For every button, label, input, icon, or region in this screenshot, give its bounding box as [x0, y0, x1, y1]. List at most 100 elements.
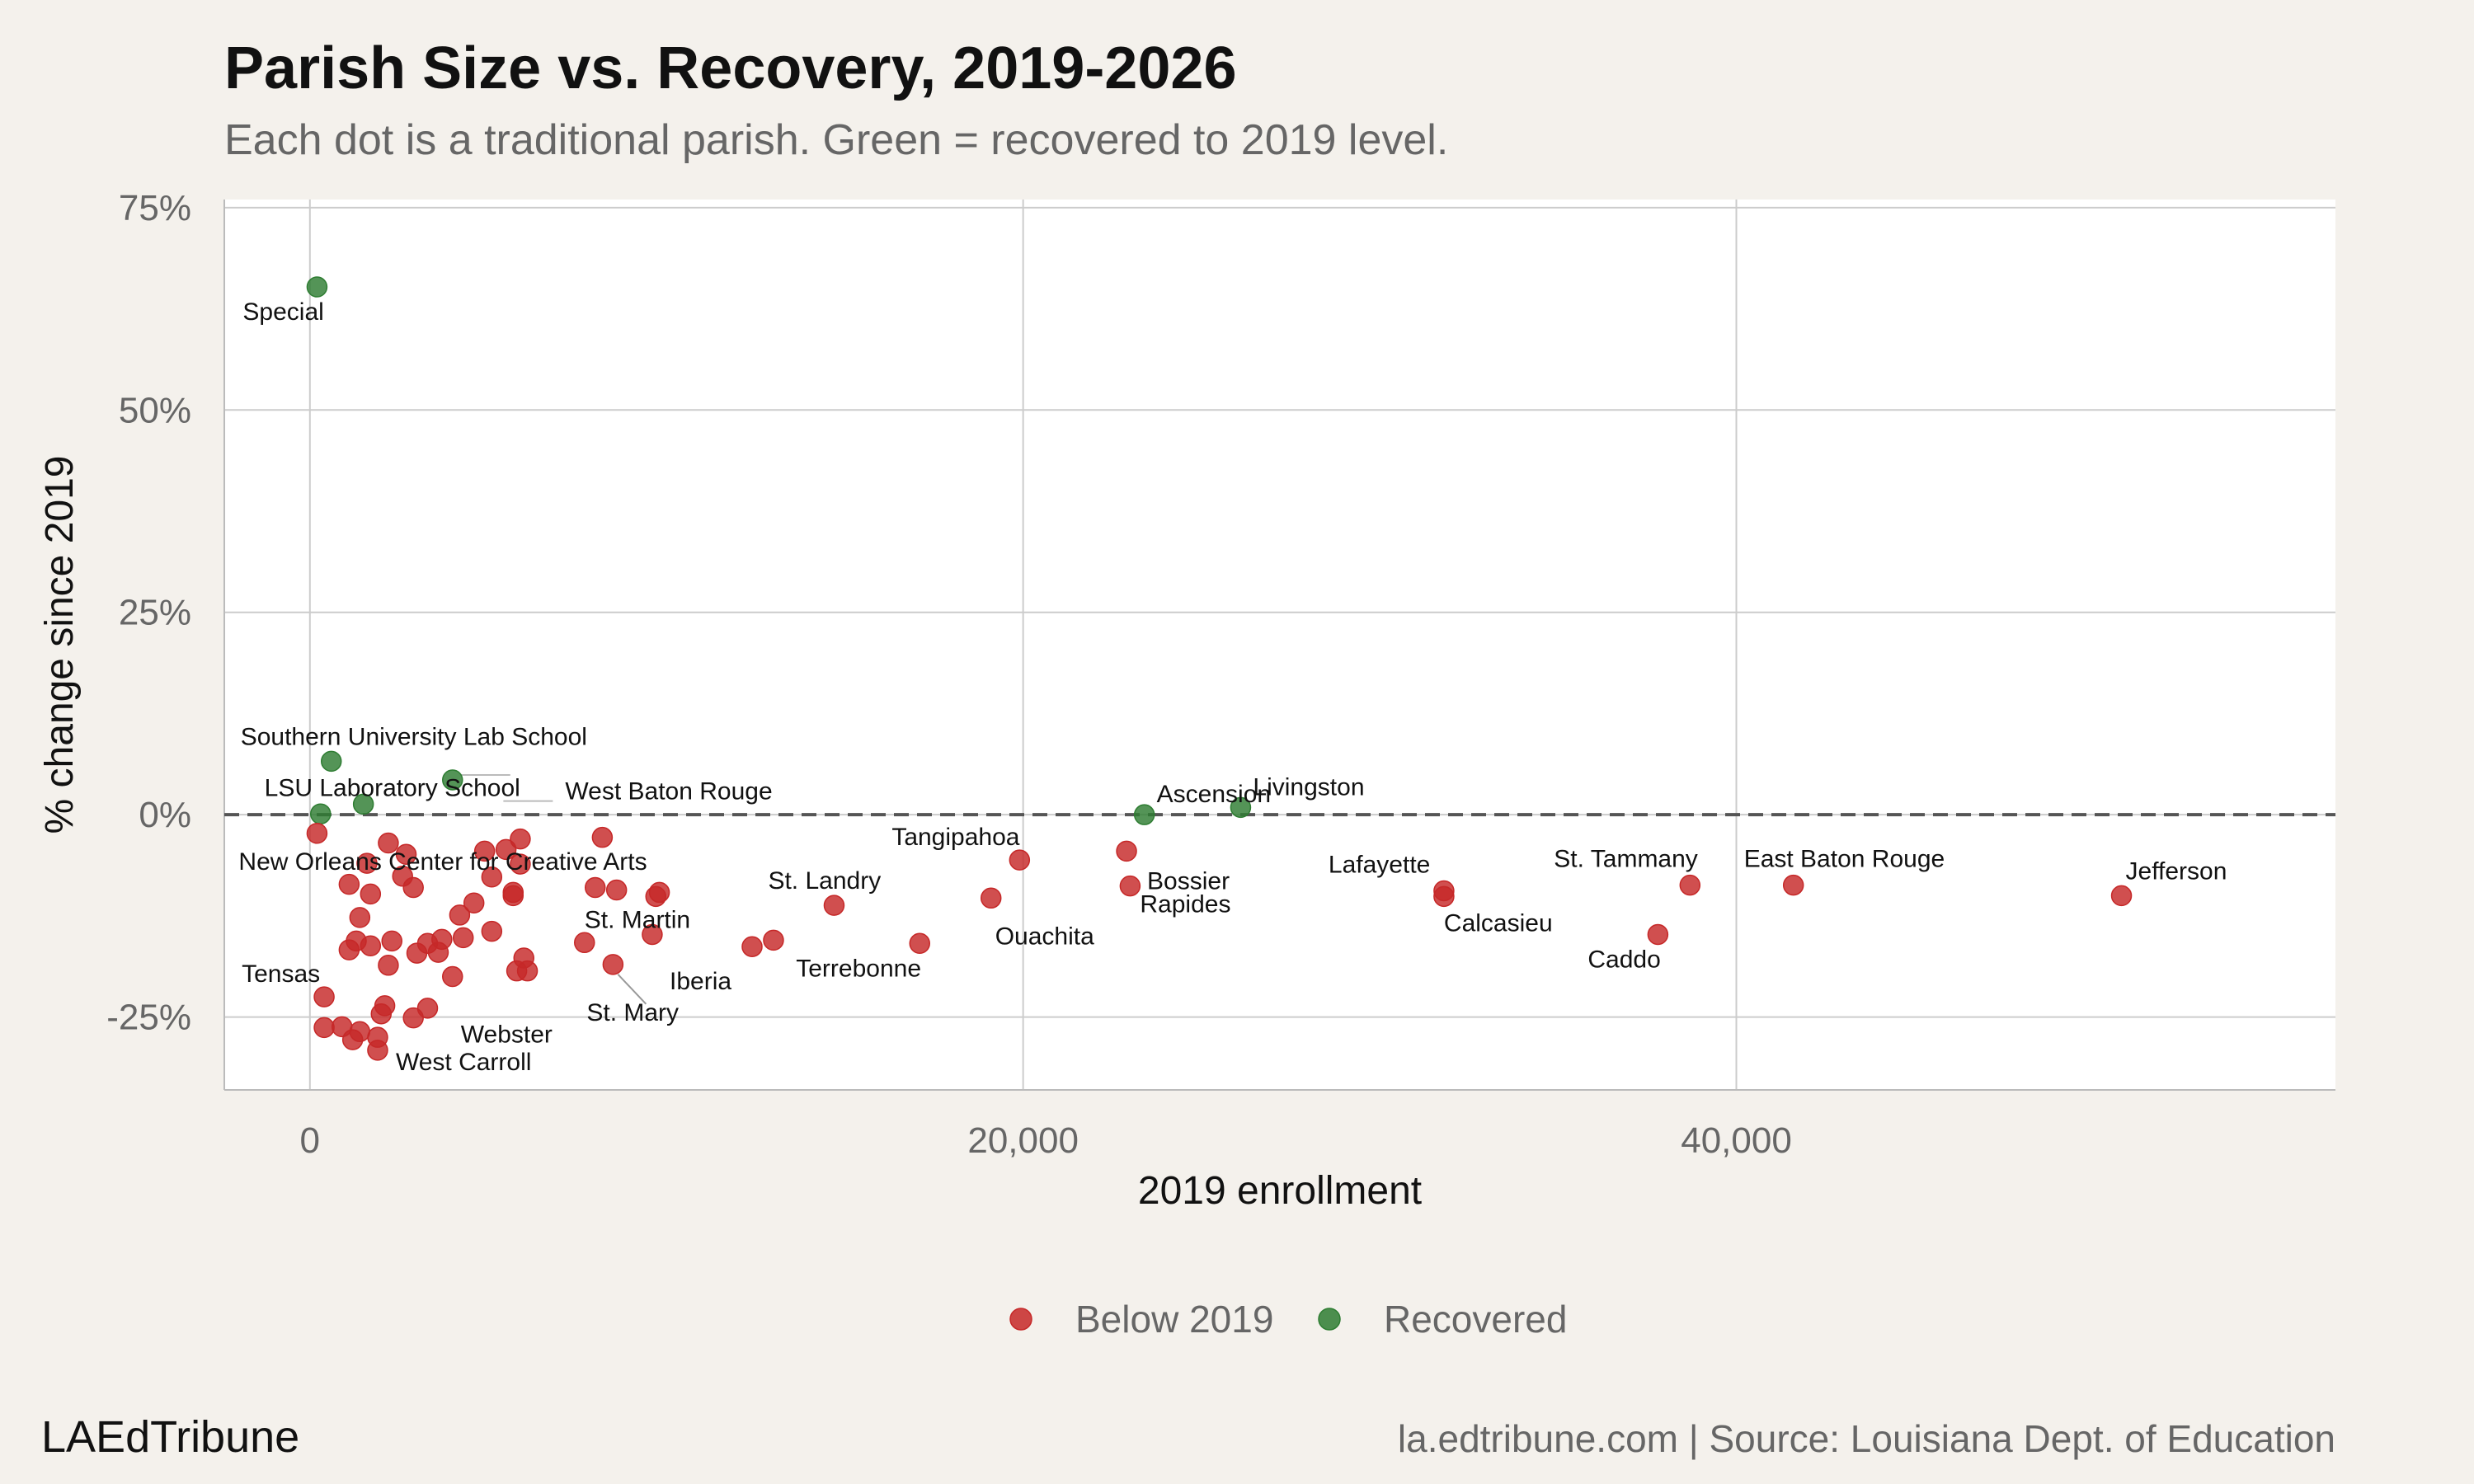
data-point-parish — [338, 939, 360, 960]
y-tick-label: 25% — [119, 593, 191, 633]
point-labels: Special Southern University Lab School LSU… — [238, 298, 2227, 1076]
label-leaders — [460, 773, 647, 1005]
data-point-parish — [360, 935, 382, 956]
data-point-parish — [452, 927, 474, 949]
data-point-bossier — [1116, 840, 1137, 862]
data-point-parish — [431, 928, 453, 951]
data-point-parish — [381, 930, 402, 952]
data-point-livingston — [1230, 796, 1252, 819]
data-point-calcasieu — [1433, 885, 1455, 908]
point-label-st-martin: St. Martin — [585, 906, 690, 933]
point-label-st-tammany: St. Tammany — [1554, 846, 1698, 873]
leader-line-st-mary — [617, 974, 647, 1005]
data-point-parish — [341, 1029, 364, 1050]
data-point-parish — [378, 832, 399, 854]
point-label-special: Special — [242, 298, 323, 326]
point-label-west-carroll: West Carroll — [396, 1049, 531, 1076]
x-axis-title: 2019 enrollment — [1138, 1169, 1422, 1213]
point-label-tangipahoa: Tangipahoa — [891, 824, 1019, 851]
data-point-parish — [495, 838, 517, 861]
data-point-parish — [349, 907, 371, 928]
data-point-rapides — [1119, 875, 1141, 897]
data-point-parish — [395, 843, 417, 866]
data-point-parish — [763, 929, 784, 951]
data-point-terrebonne — [909, 932, 930, 955]
chart-subtitle: Each dot is a traditional parish. Green … — [224, 116, 1449, 164]
data-point-west-baton-rouge — [591, 826, 614, 848]
data-point-east-baton-rouge — [1782, 874, 1804, 896]
point-label-terrebonne: Terrebonne — [796, 955, 921, 982]
point-label-ouachita: Ouachita — [995, 923, 1094, 950]
data-point-parish — [378, 955, 399, 976]
point-label-livingston: Livingston — [1253, 773, 1364, 801]
y-axis-title: % change since 2019 — [38, 456, 82, 834]
plot-panel — [224, 200, 2335, 1090]
y-tick-label: 0% — [139, 795, 191, 835]
x-tick-label: 20,000 — [967, 1120, 1079, 1161]
point-label-new-orleans-center-for-creative-arts: New Orleans Center for Creative Arts — [238, 848, 647, 876]
legend-swatch-recovered — [1318, 1308, 1341, 1331]
data-point-st-martin — [574, 932, 595, 954]
data-point-parish — [310, 803, 332, 824]
data-point-parish — [402, 1007, 424, 1029]
data-point-st-landry — [823, 895, 845, 916]
legend-label-below: Below 2019 — [1075, 1298, 1273, 1341]
point-label-east-baton-rouge: East Baton Rouge — [1744, 846, 1945, 873]
data-point-parish — [473, 840, 496, 862]
y-tick-label: -25% — [106, 998, 191, 1038]
data-point-parish — [402, 876, 424, 899]
data-point-parish — [463, 892, 485, 913]
data-point-parish — [356, 852, 378, 874]
data-point-parish — [360, 883, 382, 905]
point-label-west-baton-rouge: West Baton Rouge — [565, 778, 772, 805]
point-label-webster: Webster — [461, 1021, 553, 1049]
chart-title: Parish Size vs. Recovery, 2019-2026 — [224, 35, 1237, 101]
data-point-parish — [510, 828, 531, 850]
gridlines — [224, 200, 2335, 1090]
data-point-iberia — [741, 936, 763, 957]
axes: 75% 50% 25% 0% -25% 0 20,000 40,000 2019 enrollm… — [38, 188, 2335, 1213]
point-label-iberia: Iberia — [670, 968, 731, 995]
point-label-southern-university-lab-school: Southern University Lab School — [241, 723, 587, 750]
data-point-parish — [338, 873, 360, 895]
data-points — [306, 276, 2133, 1061]
point-label-caddo: Caddo — [1587, 946, 1660, 973]
legend: Below 2019 Recovered — [1009, 1298, 1567, 1341]
y-tick-label: 75% — [119, 188, 191, 228]
point-label-calcasieu: Calcasieu — [1444, 909, 1553, 937]
data-point-ascension — [1133, 804, 1155, 825]
data-point-parish — [516, 960, 539, 982]
data-point-parish — [584, 876, 606, 899]
data-point-parish — [605, 879, 628, 901]
data-point-parish — [502, 885, 524, 907]
data-point-st-tammany — [1679, 874, 1701, 896]
data-point-tangipahoa — [1009, 849, 1031, 871]
data-point-parish — [642, 923, 663, 946]
point-label-st-mary: St. Mary — [586, 999, 679, 1026]
data-point-parish — [313, 1017, 335, 1039]
data-point-southern-university-lab-school — [320, 750, 342, 773]
brand-logo-text: LAEdTribune — [41, 1412, 300, 1462]
data-point-parish — [648, 881, 670, 904]
data-point-tensas — [313, 986, 335, 1007]
point-label-lsu-laboratory-school: LSU Laboratory School — [265, 774, 520, 801]
point-label-st-landry: St. Landry — [768, 867, 881, 895]
data-point-caddo — [1647, 923, 1669, 946]
point-label-bossier: Bossier — [1147, 867, 1230, 895]
data-point-parish — [370, 1003, 393, 1025]
data-point-new-orleans-center-for-creative-arts — [306, 823, 328, 844]
legend-label-recovered: Recovered — [1384, 1298, 1567, 1341]
data-point-special — [306, 276, 328, 298]
data-point-ouachita — [980, 887, 1002, 909]
data-point-st-mary — [602, 954, 624, 975]
point-label-lafayette: Lafayette — [1329, 851, 1430, 878]
x-tick-label: 40,000 — [1681, 1120, 1792, 1161]
data-point-parish — [367, 1026, 388, 1048]
data-point-parish — [449, 904, 471, 926]
point-label-ascension: Ascension — [1157, 781, 1271, 808]
point-label-tensas: Tensas — [242, 960, 320, 988]
point-label-rapides: Rapides — [1140, 891, 1230, 918]
point-label-jefferson: Jefferson — [2126, 857, 2227, 885]
data-point-jefferson — [2110, 885, 2133, 907]
